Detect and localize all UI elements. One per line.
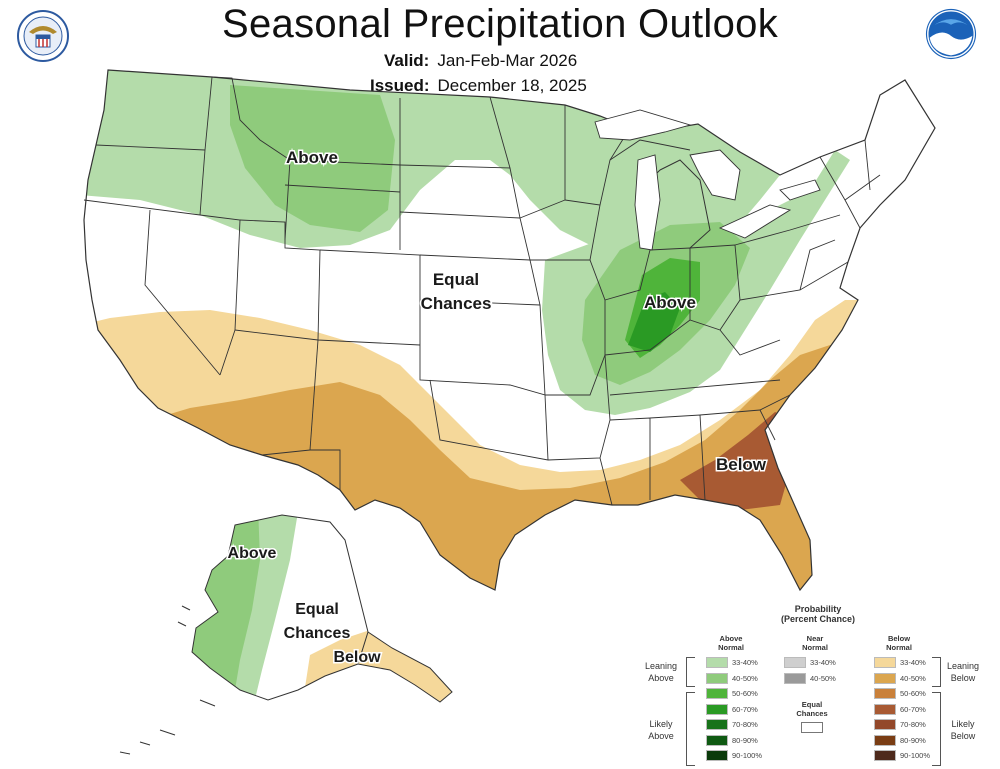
legend-above-label: 90-100% (732, 751, 763, 760)
legend-above-swatch (706, 688, 728, 699)
legend-below-swatch (874, 672, 896, 684)
map-title: Seasonal Precipitation Outlook (222, 2, 778, 46)
legend-above-label: 40-50% (732, 673, 758, 683)
legend-likely-above-2: Above (648, 731, 674, 741)
legend-near-swatch (784, 657, 806, 668)
legend-below-swatch (874, 719, 896, 730)
legend-below-label: 80-90% (900, 735, 926, 745)
legend-near-head2: Normal (802, 643, 828, 652)
legend-below-swatch (874, 734, 896, 746)
legend-near-swatch (784, 672, 806, 684)
issued-date: Issued: December 18, 2025 (370, 76, 587, 96)
legend-below-label: 70-80% (900, 720, 926, 729)
issued-value: December 18, 2025 (437, 76, 587, 95)
legend-above-header: Above Normal (706, 634, 756, 652)
legend-likely-below-1: Likely (951, 719, 975, 729)
legend-near-header: Near Normal (790, 634, 840, 652)
legend-title-line1: Probability (794, 604, 842, 614)
legend-above-swatch (706, 750, 728, 761)
legend-equal-swatch (801, 722, 823, 733)
legend-above-swatch (706, 657, 728, 668)
legend-leaning-above: Leaning Above (636, 660, 686, 684)
legend-brace-likely-below (932, 692, 941, 766)
legend-above-swatch (706, 703, 728, 715)
legend-below-head1: Below (887, 634, 911, 643)
legend-title-line2: (Percent Chance) (780, 614, 856, 624)
legend-leaning-below-2: Below (950, 673, 976, 683)
valid-value: Jan-Feb-Mar 2026 (437, 51, 578, 70)
issued-label: Issued: (370, 76, 430, 95)
map-region-labels: Above Equal Chances Above Below Above Eq… (226, 147, 768, 668)
legend-above-label: 33-40% (732, 658, 758, 667)
legend-above-label: 70-80% (732, 720, 758, 729)
label-ohio-above: Above (644, 293, 696, 312)
valid-period: Valid: Jan-Feb-Mar 2026 (384, 51, 577, 71)
label-southeast-below: Below (716, 455, 767, 474)
legend-leaning-below-1: Leaning (946, 661, 980, 671)
legend-leaning-below: Leaning Below (938, 660, 988, 684)
legend-near-label: 40-50% (810, 673, 836, 683)
legend-below-swatch (874, 688, 896, 699)
legend-below-swatch (874, 657, 896, 668)
legend-near-head1: Near (806, 634, 824, 643)
legend-brace-leaning-above (686, 657, 695, 687)
legend-equal-line1: Equal (801, 700, 823, 709)
legend-brace-likely-above (686, 692, 695, 766)
legend-title: Probability (Percent Chance) (768, 604, 868, 624)
valid-label: Valid: (384, 51, 430, 70)
legend-above-label: 80-90% (732, 735, 758, 745)
legend-below-label: 40-50% (900, 673, 926, 683)
great-lakes (594, 109, 821, 251)
commerce-seal-logo (17, 10, 69, 62)
legend-above-label: 60-70% (732, 704, 758, 714)
label-alaska-chances: Chances (284, 625, 351, 642)
label-central-equal: Equal (433, 270, 479, 289)
noaa-logo (925, 8, 977, 60)
legend-near-label: 33-40% (810, 658, 836, 667)
legend-above-head1: Above (719, 634, 743, 643)
legend-likely-below: Likely Below (938, 718, 988, 742)
legend-likely-above: Likely Above (636, 718, 686, 742)
label-alaska-below: Below (333, 649, 381, 666)
legend-below-label: 50-60% (900, 689, 926, 698)
label-central-chances: Chances (421, 294, 492, 313)
legend-above-label: 50-60% (732, 689, 758, 698)
legend-above-swatch (706, 719, 728, 730)
legend-below-head2: Normal (886, 643, 912, 652)
legend-above-swatch (706, 672, 728, 684)
legend-below-label: 33-40% (900, 658, 926, 667)
legend-equal-label: Equal Chances (787, 700, 837, 718)
legend-below-label: 60-70% (900, 704, 926, 714)
legend-below-swatch (874, 703, 896, 715)
legend-below-header: Below Normal (874, 634, 924, 652)
legend-equal-line2: Chances (796, 709, 828, 718)
alaska-outline (119, 514, 453, 755)
legend-likely-below-2: Below (950, 731, 976, 741)
legend-above-swatch (706, 734, 728, 746)
label-alaska-equal: Equal (295, 601, 339, 618)
legend-leaning-above-1: Leaning (644, 661, 678, 671)
probability-legend: Probability (Percent Chance) Above Norma… (636, 600, 1000, 769)
label-north-above: Above (286, 148, 338, 167)
legend-below-swatch (874, 750, 896, 761)
legend-below-label: 90-100% (900, 751, 931, 760)
legend-above-head2: Normal (718, 643, 744, 652)
legend-likely-above-1: Likely (649, 719, 673, 729)
legend-leaning-above-2: Above (648, 673, 674, 683)
label-alaska-above: Above (228, 545, 277, 562)
legend-brace-leaning-below (932, 657, 941, 687)
